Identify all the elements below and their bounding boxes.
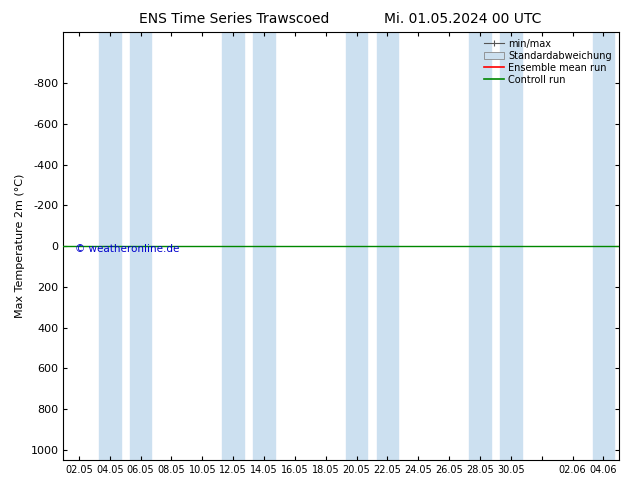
Bar xyxy=(223,32,244,460)
Text: ENS Time Series Trawscoed: ENS Time Series Trawscoed xyxy=(139,12,330,26)
Bar xyxy=(346,32,367,460)
Bar xyxy=(253,32,275,460)
Bar xyxy=(377,32,398,460)
Bar xyxy=(99,32,120,460)
Bar xyxy=(469,32,491,460)
Bar xyxy=(130,32,152,460)
Bar xyxy=(593,32,614,460)
Text: Mi. 01.05.2024 00 UTC: Mi. 01.05.2024 00 UTC xyxy=(384,12,541,26)
Bar xyxy=(500,32,522,460)
Legend: min/max, Standardabweichung, Ensemble mean run, Controll run: min/max, Standardabweichung, Ensemble me… xyxy=(482,37,614,87)
Y-axis label: Max Temperature 2m (°C): Max Temperature 2m (°C) xyxy=(15,174,25,318)
Text: © weatheronline.de: © weatheronline.de xyxy=(75,244,179,254)
